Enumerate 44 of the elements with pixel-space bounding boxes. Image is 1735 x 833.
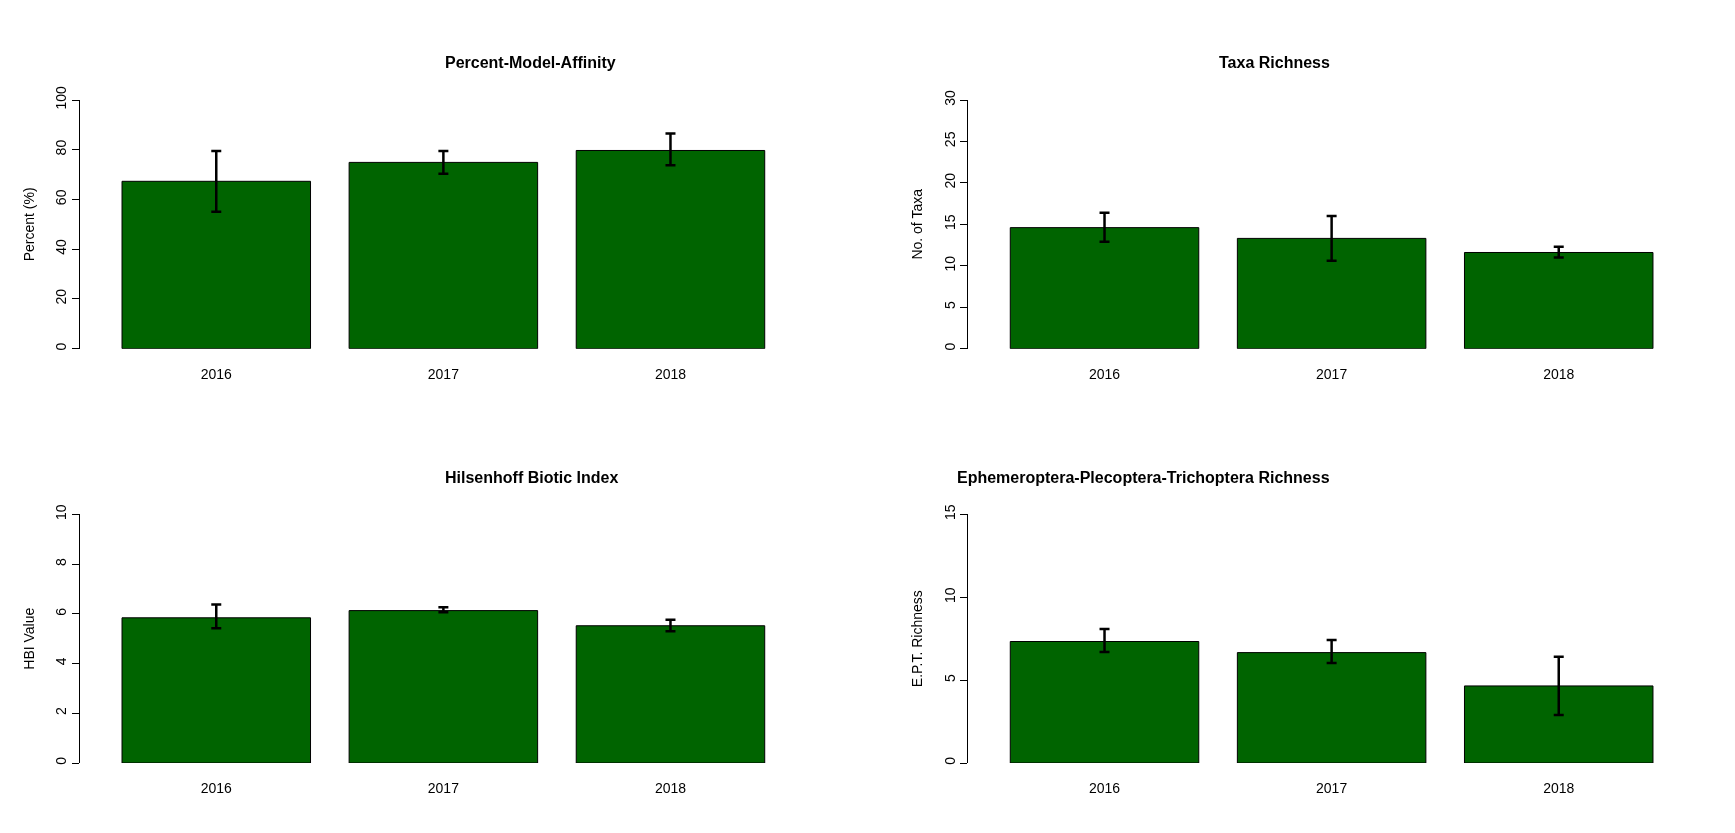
y-tick-label: 0 — [941, 756, 958, 765]
y-axis-title: HBI Value — [21, 607, 37, 670]
y-tick-label: 40 — [53, 239, 70, 255]
y-tick-label: 20 — [941, 172, 958, 189]
y-tick-label: 80 — [53, 139, 70, 156]
y-tick-label: 6 — [53, 607, 70, 616]
y-axis-title: E.P.T. Richness — [909, 590, 926, 688]
y-tick-label: 2 — [53, 707, 70, 716]
y-tick-label: 10 — [53, 504, 70, 521]
y-tick-label: 25 — [941, 131, 958, 148]
x-tick-label: 2016 — [1088, 780, 1121, 796]
y-axis-title: No. of Taxa — [909, 188, 926, 260]
chart-title: Ephemeroptera-Plecoptera-Trichoptera Richness — [957, 469, 1330, 486]
x-tick-label: 2016 — [200, 780, 233, 796]
y-tick-label: 100 — [53, 86, 70, 110]
x-tick-label: 2017 — [427, 365, 460, 382]
x-tick-label: 2017 — [1316, 365, 1348, 382]
y-tick-label: 0 — [941, 342, 958, 351]
y-tick-label: 8 — [53, 557, 70, 566]
y-tick-label: 4 — [53, 657, 70, 666]
bar — [348, 610, 539, 763]
y-tick-label: 10 — [941, 255, 958, 272]
chart-title: Taxa Richness — [1219, 54, 1330, 71]
x-tick-label: 2018 — [1543, 780, 1575, 796]
y-tick-label: 0 — [53, 342, 70, 351]
y-tick-label: 5 — [941, 673, 958, 682]
chart-title: Percent-Model-Affinity — [445, 54, 616, 71]
y-tick-label: 10 — [941, 587, 958, 603]
y-tick-label: 60 — [53, 189, 70, 206]
y-axis-title: Percent (%) — [21, 187, 37, 262]
y-tick-label: 15 — [941, 504, 958, 521]
chart-title: Hilsenhoff Biotic Index — [445, 469, 619, 486]
y-tick-label: 0 — [53, 756, 70, 765]
x-tick-label: 2018 — [654, 780, 687, 796]
x-tick-label: 2018 — [654, 365, 687, 382]
y-tick-label: 5 — [941, 300, 958, 309]
x-tick-label: 2016 — [1088, 365, 1121, 382]
x-tick-label: 2016 — [200, 365, 233, 382]
y-tick-label: 20 — [53, 288, 70, 305]
x-tick-label: 2018 — [1543, 365, 1575, 382]
y-tick-label: 30 — [941, 89, 958, 106]
x-tick-label: 2017 — [1316, 780, 1348, 796]
x-tick-label: 2017 — [427, 780, 460, 796]
y-tick-label: 15 — [941, 214, 958, 230]
